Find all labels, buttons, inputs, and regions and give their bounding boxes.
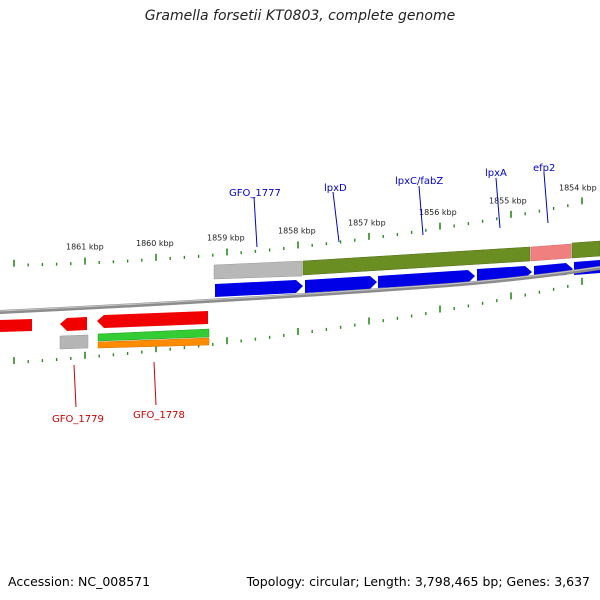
cog-track-lower [59, 328, 210, 350]
ruler-label: 1855 kbp [489, 197, 527, 206]
label-lpxa[interactable]: lpxA [485, 168, 507, 179]
leader-lpxa [495, 177, 501, 229]
leader-lpxc-fabz [418, 185, 424, 236]
cog-bar-olive-2[interactable] [571, 240, 600, 259]
genome-backbone-highlight [0, 266, 600, 312]
forward-gene-track [215, 260, 600, 297]
label-gfo-1778[interactable]: GFO_1778 [133, 410, 185, 421]
inner-tick-ruler [13, 277, 583, 365]
label-lpxc-fabz[interactable]: lpxC/fabZ [395, 176, 443, 187]
label-efp2[interactable]: efp2 [533, 163, 555, 174]
upper-gene-labels: GFO_1777 lpxD lpxC/fabZ lpxA efp2 [229, 163, 555, 199]
map-title: Gramella forsetii KT0803, complete genom… [144, 8, 456, 24]
gene-gfo-1777[interactable] [215, 280, 303, 297]
cog-bar-gray-lower[interactable] [59, 334, 89, 350]
leader-lpxd [332, 191, 340, 243]
leader-gfo-1778 [153, 361, 157, 406]
leader-efp2 [543, 172, 549, 224]
leader-gfo-1779 [73, 364, 77, 408]
label-lpxd[interactable]: lpxD [324, 183, 347, 194]
ruler-label: 1854 kbp [559, 183, 597, 192]
cog-track-upper [213, 240, 600, 280]
ruler-label: 1861 kbp [66, 243, 104, 252]
genome-stats-text: Topology: circular; Length: 3,798,465 bp… [246, 574, 590, 589]
cog-bar-olive[interactable] [302, 246, 531, 276]
gene-lpxd[interactable] [305, 276, 377, 293]
ruler-label: 1857 kbp [348, 218, 386, 227]
label-gfo-1777[interactable]: GFO_1777 [229, 188, 281, 199]
outer-tick-ruler [13, 197, 583, 267]
genome-backbone [0, 266, 600, 314]
ruler-label: 1856 kbp [419, 208, 457, 217]
lower-leader-lines [73, 361, 157, 408]
upper-leader-lines [253, 172, 549, 248]
cog-bar-orange[interactable] [97, 337, 210, 349]
accession-text: Accession: NC_008571 [8, 574, 151, 589]
gene-gfo-1779[interactable] [60, 317, 87, 331]
leader-gfo-1777 [253, 196, 258, 248]
ruler-labels: 1861 kbp 1860 kbp 1859 kbp 1858 kbp 1857 kbp… [66, 183, 597, 251]
reverse-gene-track [0, 311, 208, 332]
cog-bar-pink[interactable] [530, 243, 572, 262]
label-gfo-1779[interactable]: GFO_1779 [52, 414, 104, 425]
lower-gene-labels: GFO_1779 GFO_1778 [52, 410, 185, 425]
ruler-label: 1859 kbp [207, 234, 245, 243]
ruler-label: 1858 kbp [278, 227, 316, 236]
gene-gfo-1778[interactable] [97, 311, 208, 328]
ruler-label: 1860 kbp [136, 239, 174, 248]
gene-reverse-left[interactable] [0, 319, 32, 332]
cog-bar-green[interactable] [97, 328, 210, 342]
cog-bar-gray[interactable] [213, 260, 303, 280]
